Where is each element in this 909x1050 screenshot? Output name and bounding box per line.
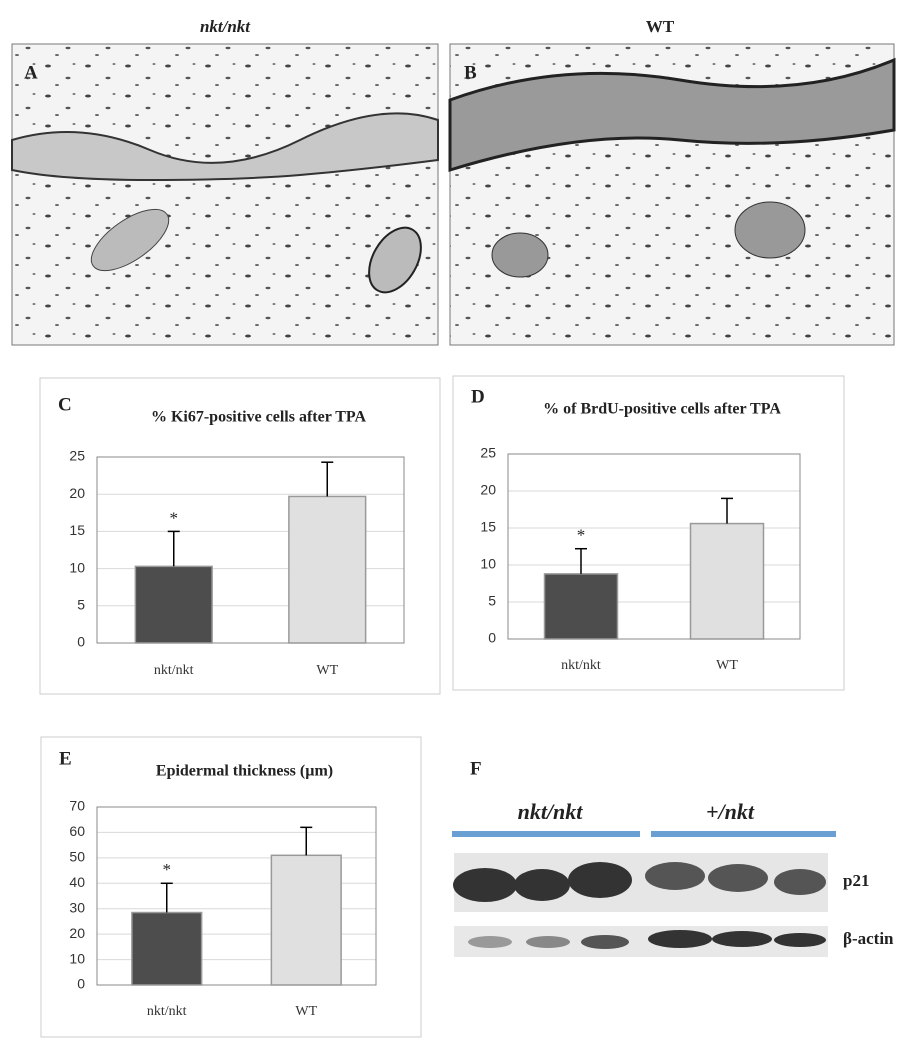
x-tick-label: nkt/nkt	[154, 663, 194, 678]
follicle	[734, 201, 806, 259]
p21-bands	[453, 862, 826, 902]
significance-marker: *	[170, 508, 179, 527]
genotype-label: nkt/nkt	[200, 17, 251, 36]
y-tick-label: 20	[69, 925, 85, 941]
y-tick-label: 0	[488, 630, 496, 646]
y-tick-label: 15	[69, 522, 85, 538]
panel-letter: B	[464, 62, 477, 83]
bar	[131, 911, 203, 986]
significance-marker: *	[577, 526, 586, 545]
x-tick-label: nkt/nkt	[561, 658, 601, 673]
plot-frame	[507, 453, 801, 640]
bar	[270, 854, 342, 986]
blot-group: nkt/nkt	[518, 799, 584, 824]
bar	[543, 573, 619, 640]
follicle	[491, 232, 549, 278]
panel-frame	[452, 375, 845, 691]
x-tick-label: nkt/nkt	[147, 1004, 187, 1019]
y-tick-label: 15	[480, 519, 496, 535]
x-tick-label: WT	[716, 658, 738, 673]
y-tick-label: 0	[77, 634, 85, 650]
x-tick-label: WT	[295, 1004, 317, 1019]
follicle	[368, 226, 422, 294]
y-tick-label: 25	[69, 448, 85, 464]
bar	[288, 495, 367, 644]
y-tick-label: 60	[69, 823, 85, 839]
plot-frame	[96, 806, 377, 986]
panel-letter: E	[59, 748, 72, 769]
chart-title: Epidermal thickness (µm)	[156, 763, 333, 780]
band-label: p21	[843, 871, 869, 890]
panel-frame	[39, 377, 441, 695]
band-label: β-actin	[843, 929, 894, 948]
panel-letter: D	[471, 386, 485, 407]
panel-letter: F	[470, 758, 482, 779]
y-tick-label: 70	[69, 798, 85, 814]
epidermis	[11, 112, 439, 182]
panel-letter: C	[58, 394, 72, 415]
x-tick-label: WT	[316, 663, 338, 678]
histology-image	[11, 43, 439, 346]
panel-letter: A	[24, 62, 38, 83]
y-tick-label: 30	[69, 899, 85, 915]
genotype-label: WT	[646, 17, 675, 36]
y-tick-label: 25	[480, 445, 496, 461]
panel-frame	[40, 736, 422, 1038]
y-tick-label: 10	[69, 950, 85, 966]
significance-marker: *	[163, 860, 172, 879]
y-tick-label: 50	[69, 849, 85, 865]
y-tick-label: 5	[488, 593, 496, 609]
actin-bands	[468, 930, 826, 949]
blot-group: +/nkt	[706, 799, 755, 824]
chart-title: % Ki67-positive cells after TPA	[151, 409, 367, 426]
follicle	[90, 208, 170, 272]
y-tick-label: 20	[480, 482, 496, 498]
y-tick-label: 40	[69, 874, 85, 890]
chart-title: % of BrdU-positive cells after TPA	[543, 401, 781, 418]
y-tick-label: 5	[77, 597, 85, 613]
plot-frame	[96, 456, 405, 644]
bar	[134, 565, 213, 644]
y-tick-label: 20	[69, 485, 85, 501]
y-tick-label: 10	[69, 559, 85, 575]
bar	[689, 522, 765, 640]
y-tick-label: 0	[77, 976, 85, 992]
y-tick-label: 10	[480, 556, 496, 572]
epidermis	[448, 57, 896, 173]
